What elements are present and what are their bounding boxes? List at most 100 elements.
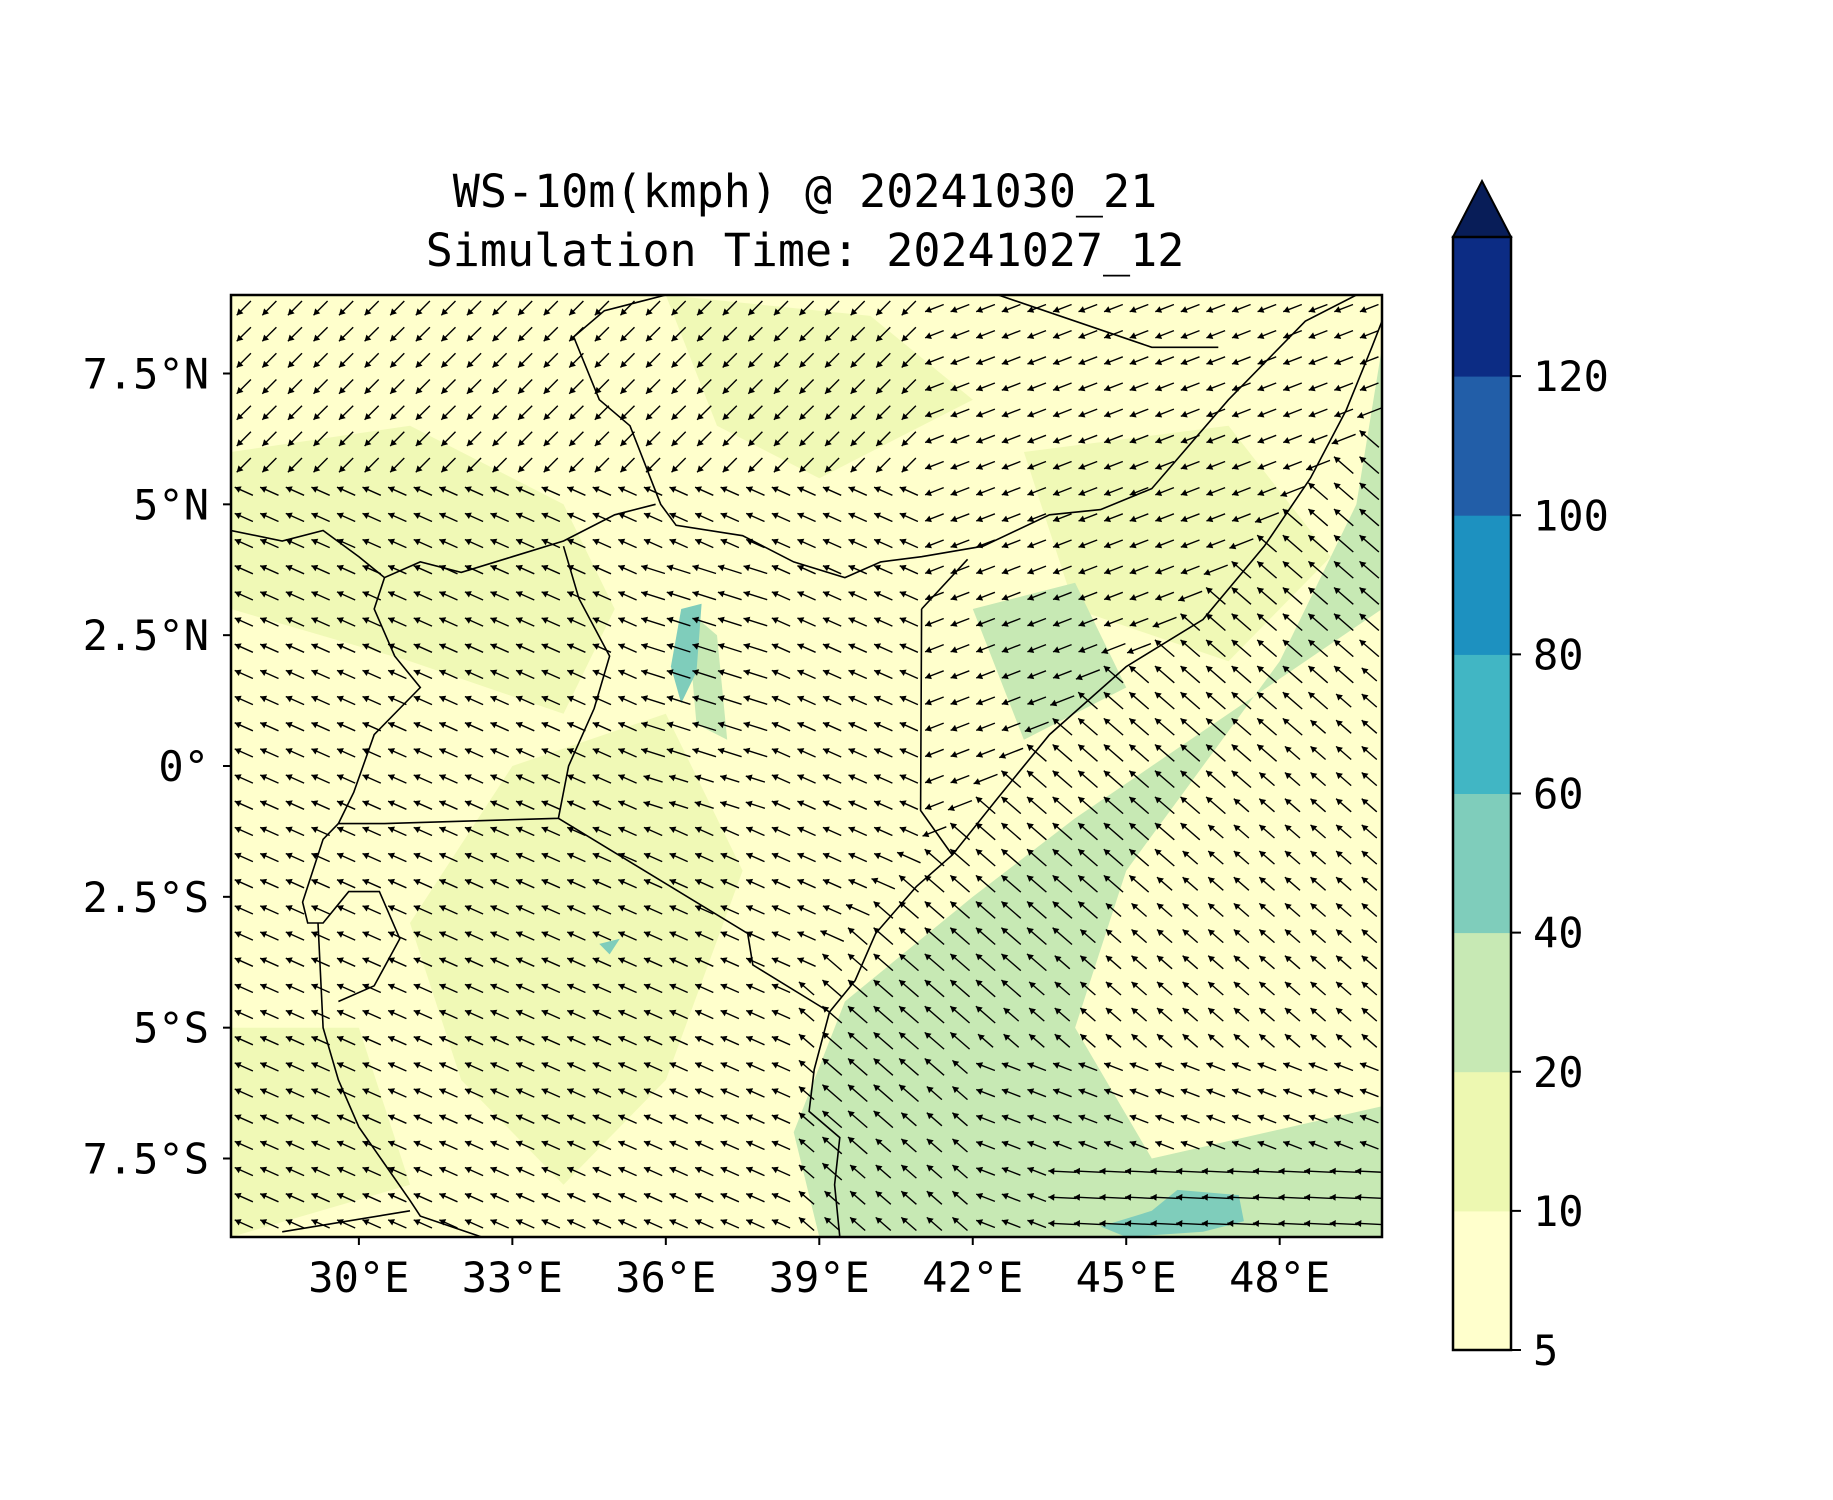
wind-arrow	[285, 1192, 305, 1203]
wind-arrow	[541, 1114, 561, 1124]
wind-arrow	[338, 352, 354, 368]
wind-arrow	[717, 747, 742, 758]
wind-arrow	[234, 538, 254, 549]
wind-arrow	[1282, 460, 1303, 470]
wind-arrow	[1027, 356, 1047, 366]
wind-arrow	[1282, 639, 1303, 658]
wind-arrow	[1308, 356, 1328, 366]
wind-arrow	[1155, 1062, 1175, 1072]
wind-arrow	[1131, 1033, 1148, 1048]
wind-arrow	[439, 512, 458, 523]
wind-arrow	[1048, 1167, 1077, 1175]
wind-arrow	[515, 1166, 535, 1177]
wind-arrow	[311, 1035, 330, 1046]
border-line	[919, 608, 953, 856]
wind-arrow	[824, 1216, 841, 1232]
wind-arrow	[1334, 329, 1354, 339]
wind-arrow	[875, 1216, 892, 1232]
wind-arrow	[1103, 717, 1124, 736]
wind-arrow	[1026, 822, 1047, 841]
wind-arrow	[490, 800, 509, 810]
wind-arrow	[1052, 356, 1072, 366]
wind-arrow	[389, 379, 405, 395]
wind-arrow	[1308, 303, 1328, 313]
wind-arrow	[1284, 771, 1301, 787]
wind-arrow	[1182, 955, 1199, 970]
wind-arrow	[771, 1166, 791, 1177]
wind-arrow	[643, 486, 663, 496]
wind-arrow	[259, 1219, 279, 1229]
wind-arrow	[747, 300, 763, 316]
wind-arrow	[261, 300, 277, 316]
wind-arrow	[1103, 460, 1124, 470]
wind-arrow	[797, 486, 816, 496]
wind-arrow	[669, 878, 688, 889]
wind-arrow	[364, 405, 380, 421]
colorbar-segment	[1453, 1210, 1511, 1351]
wind-arrow	[1103, 513, 1124, 523]
wind-arrow	[875, 300, 891, 316]
wind-arrow	[1052, 617, 1072, 627]
wind-arrow	[592, 1088, 612, 1098]
wind-arrow	[464, 748, 484, 758]
wind-arrow	[1335, 745, 1352, 761]
wind-arrow	[1155, 1088, 1175, 1098]
wind-arrow	[1334, 1140, 1354, 1150]
wind-arrow	[1335, 876, 1352, 891]
wind-arrow	[822, 721, 842, 732]
wind-arrow	[669, 826, 688, 837]
wind-arrow	[1052, 1062, 1072, 1072]
wind-arrow	[415, 300, 431, 316]
wind-arrow	[1027, 303, 1047, 313]
wind-arrow	[1284, 1007, 1301, 1022]
wind-arrow	[261, 405, 277, 421]
wind-arrow	[618, 486, 637, 496]
wind-arrow	[643, 538, 663, 549]
wind-arrow	[899, 669, 919, 680]
wind-arrow	[1052, 796, 1073, 815]
wind-arrow	[1001, 722, 1021, 732]
wind-arrow	[1335, 850, 1352, 865]
wind-arrow	[234, 826, 254, 837]
wind-arrow	[566, 905, 586, 915]
wind-arrow	[1361, 771, 1378, 787]
wind-arrow	[1154, 848, 1175, 867]
wind-arrow	[1078, 356, 1098, 366]
wind-arrow	[1129, 303, 1149, 313]
wind-arrow	[336, 1035, 356, 1046]
wind-arrow	[1233, 824, 1250, 839]
wind-arrow	[1307, 586, 1329, 605]
wind-arrow	[975, 408, 996, 418]
wind-arrow	[1103, 743, 1124, 762]
wind-arrow	[743, 616, 768, 627]
wind-arrow	[1077, 822, 1098, 841]
wind-arrow	[669, 1114, 688, 1124]
wind-arrow	[924, 1031, 945, 1050]
wind-arrow	[1257, 1088, 1277, 1098]
wind-arrow	[387, 1009, 407, 1020]
wind-arrow	[875, 431, 891, 447]
wind-arrow	[1027, 460, 1047, 470]
wind-arrow	[745, 486, 765, 496]
wind-arrow	[1329, 1167, 1358, 1175]
wind-arrow	[566, 826, 586, 837]
x-tick-label: 33°E	[462, 1253, 563, 1302]
wind-arrow	[824, 1190, 841, 1205]
wind-arrow	[950, 565, 970, 575]
wind-arrow	[1231, 356, 1251, 366]
wind-arrow	[848, 774, 868, 784]
wind-arrow	[566, 617, 586, 627]
wind-arrow	[798, 1059, 815, 1075]
wind-arrow	[1050, 695, 1075, 707]
wind-arrow	[1052, 303, 1072, 313]
wind-arrow	[1129, 434, 1149, 444]
wind-arrow	[313, 326, 329, 342]
wind-arrow	[1231, 586, 1252, 605]
wind-arrow	[541, 1219, 561, 1229]
wind-arrow	[440, 352, 456, 368]
wind-arrow	[566, 1140, 586, 1151]
wind-arrow	[926, 1164, 943, 1179]
wind-arrow	[1256, 613, 1278, 632]
wind-arrow	[515, 486, 535, 496]
wind-arrow	[745, 1219, 765, 1229]
